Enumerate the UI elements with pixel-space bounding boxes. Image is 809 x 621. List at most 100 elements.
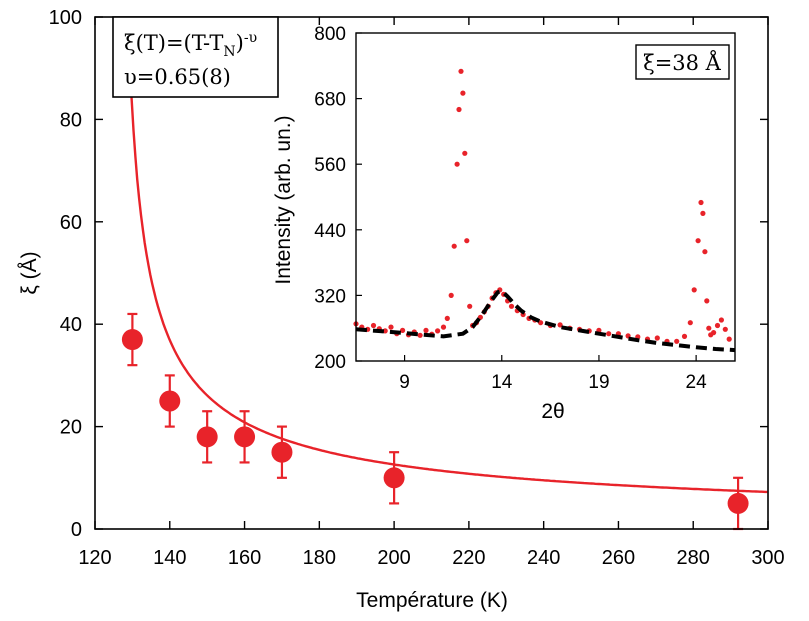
data-marker: [196, 426, 218, 448]
inset-data-point: [458, 68, 464, 74]
inset-annotation-frame: [635, 44, 730, 80]
inset-x-tick-label: 14: [491, 372, 513, 393]
inset-data-point: [538, 320, 544, 326]
inset-y-axis-title: Intensity (arb. un.): [272, 115, 295, 284]
inset-x-axis-title: 2θ: [541, 400, 564, 423]
main-data-point: [196, 410, 218, 464]
nu-value-text: υ=0.65(8): [124, 65, 231, 89]
main-x-tick-label: 140: [153, 547, 186, 569]
inset-data-point: [423, 327, 429, 333]
inset-data-point: [448, 292, 454, 298]
inset-data-point: [400, 327, 406, 333]
main-plot-frame: [94, 16, 769, 530]
inset-y-tick-label: 680: [314, 90, 346, 111]
main-y-tick-label: 100: [49, 7, 82, 29]
inset-data-point: [714, 322, 721, 329]
data-marker: [383, 467, 405, 489]
inset-x-tick-label: 19: [588, 372, 609, 393]
data-marker: [271, 441, 293, 463]
main-x-tick-label: 260: [602, 547, 635, 569]
inset-data-point: [687, 320, 693, 326]
formula-close: ): [236, 31, 244, 55]
main-fit-curve: [128, 59, 768, 494]
data-marker: [159, 390, 181, 412]
main-data-point: [271, 425, 293, 479]
inset-fit-curve: [355, 288, 736, 353]
main-data-point: [121, 312, 143, 367]
main-x-tick-label: 240: [527, 547, 560, 569]
inset-data-point: [704, 298, 710, 304]
inset-data-point: [462, 150, 468, 156]
main-data-point: [383, 451, 405, 505]
inset-data-point: [444, 315, 450, 321]
data-marker: [234, 426, 256, 448]
inset-y-tick-label: 440: [314, 221, 346, 242]
inset-y-tick-label: 200: [314, 352, 346, 373]
main-y-tick-label: 20: [60, 417, 82, 439]
main-data-point: [727, 476, 749, 531]
main-x-tick-label: 120: [78, 547, 111, 569]
inset-data-point: [417, 332, 423, 338]
main-data-point: [234, 410, 256, 464]
main-x-tick-label: 280: [677, 547, 710, 569]
inset-x-tick-label: 24: [686, 372, 708, 393]
main-y-tick-label: 80: [60, 109, 82, 131]
inset-data-point: [722, 326, 728, 332]
main-y-tick-label: 40: [60, 314, 82, 336]
inset-data-point: [440, 324, 447, 330]
main-y-tick-label: 60: [60, 212, 82, 234]
main-x-tick-label: 160: [228, 547, 261, 569]
inset-y-tick-label: 800: [314, 24, 346, 45]
main-y-tick-label: 0: [71, 519, 82, 541]
inset-plot-frame: [355, 32, 736, 362]
formula-box-frame: [112, 16, 279, 98]
inset-annotation-text: ξ=38 Å: [643, 50, 722, 75]
inset-data-point: [698, 199, 704, 206]
formula-superscript: -υ: [244, 30, 257, 46]
inset-data-point: [467, 303, 473, 309]
formula-box: ξ(T)=(T-TN)-υ υ=0.65(8): [112, 16, 279, 98]
main-y-axis-title: ξ (Å): [18, 251, 41, 294]
inset-data-point: [508, 303, 515, 309]
inset-data-point: [370, 322, 377, 329]
data-marker: [121, 329, 143, 351]
inset-data-point: [464, 238, 470, 244]
inset-data-point: [726, 336, 732, 342]
inset-data-point: [706, 325, 712, 331]
inset-data-point: [691, 287, 697, 293]
main-plot: 120 140 160 180 200 220 240 260 280 300 0 20 40 60 80 1…: [18, 7, 785, 612]
inset-data-point: [718, 317, 725, 323]
inset-data-point: [388, 324, 394, 330]
inset-data-point: [700, 210, 706, 216]
inset-data-point: [557, 322, 563, 328]
inset-data-point: [435, 328, 441, 334]
main-ticks: 120 140 160 180 200 220 240 260 280 300 0 20 40 60 80 1…: [49, 7, 785, 569]
main-x-tick-label: 200: [377, 547, 410, 569]
main-x-axis-title: Température (K): [356, 589, 508, 612]
inset-ticks: 9 14 19 24 200 320 440 560 680 800: [314, 24, 707, 393]
inset-background: [356, 33, 735, 361]
inset-annotation-box: ξ=38 Å: [635, 44, 730, 80]
main-x-tick-label: 180: [303, 547, 336, 569]
inset-data-point: [695, 238, 701, 244]
main-points: [121, 312, 749, 531]
inset-data-point: [454, 161, 460, 167]
inset-data-point: [460, 90, 466, 96]
inset-data-point: [702, 249, 708, 255]
inset-y-tick-label: 320: [314, 286, 346, 307]
inset-data-point: [451, 243, 457, 249]
inset-data-point: [674, 338, 680, 344]
data-marker: [727, 492, 749, 514]
main-fit-layer: [128, 59, 768, 494]
inset-x-tick-label: 9: [399, 372, 410, 393]
formula-prefix: ξ(T)=(T-T: [124, 31, 223, 55]
inset-data-point: [456, 106, 462, 113]
main-x-tick-label: 220: [452, 547, 485, 569]
inset-data-point: [681, 333, 688, 339]
inset-fit-layer: [355, 288, 736, 353]
inset-data-point: [654, 335, 660, 341]
main-data-point: [159, 374, 181, 428]
formula-text: ξ(T)=(T-TN)-υ: [124, 30, 257, 60]
formula-subscript: N: [223, 44, 235, 60]
